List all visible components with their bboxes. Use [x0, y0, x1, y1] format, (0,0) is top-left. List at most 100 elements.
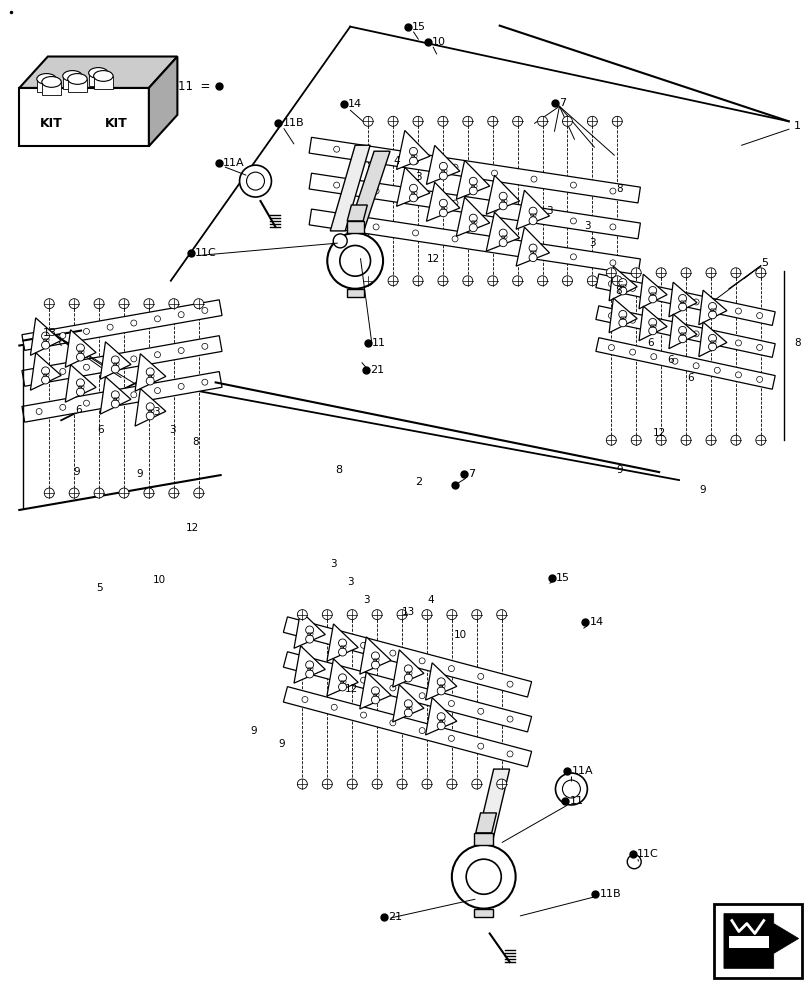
Text: KIT: KIT — [105, 117, 127, 130]
Text: 11A: 11A — [571, 766, 592, 776]
Circle shape — [446, 610, 457, 620]
Circle shape — [693, 363, 698, 369]
Circle shape — [111, 356, 119, 364]
Polygon shape — [283, 687, 531, 767]
Text: 3: 3 — [330, 559, 337, 569]
Circle shape — [648, 287, 656, 295]
Circle shape — [611, 276, 621, 286]
Circle shape — [388, 116, 397, 126]
Polygon shape — [668, 314, 696, 349]
Text: 60: 60 — [440, 169, 448, 174]
Polygon shape — [67, 79, 87, 92]
Circle shape — [178, 312, 184, 318]
Text: 60: 60 — [440, 206, 448, 211]
Circle shape — [609, 188, 615, 194]
Circle shape — [69, 488, 79, 498]
Polygon shape — [135, 354, 165, 391]
Circle shape — [333, 182, 339, 188]
Text: 8: 8 — [192, 437, 200, 447]
Circle shape — [111, 365, 119, 373]
Text: 6: 6 — [667, 355, 673, 365]
Text: 11: 11 — [371, 338, 386, 348]
Text: 1: 1 — [792, 121, 800, 131]
Circle shape — [735, 372, 740, 378]
Circle shape — [41, 367, 49, 375]
Circle shape — [708, 334, 715, 342]
Text: 4: 4 — [393, 156, 399, 166]
Polygon shape — [723, 914, 798, 968]
Circle shape — [131, 320, 136, 326]
Text: 60: 60 — [679, 332, 686, 337]
Circle shape — [466, 859, 500, 894]
Circle shape — [650, 354, 656, 360]
Circle shape — [338, 683, 346, 691]
Circle shape — [331, 669, 337, 675]
Polygon shape — [638, 274, 667, 309]
Circle shape — [305, 661, 313, 669]
Circle shape — [397, 610, 406, 620]
Circle shape — [506, 681, 513, 687]
Circle shape — [437, 116, 448, 126]
Circle shape — [487, 116, 497, 126]
Text: 8: 8 — [615, 286, 621, 296]
Circle shape — [586, 276, 597, 286]
Circle shape — [439, 199, 447, 207]
Polygon shape — [608, 298, 637, 333]
Text: 11  =: 11 = — [178, 80, 210, 93]
Circle shape — [194, 299, 204, 309]
Polygon shape — [62, 76, 82, 89]
Circle shape — [422, 779, 431, 789]
Polygon shape — [425, 663, 457, 700]
Circle shape — [409, 184, 417, 192]
Circle shape — [730, 268, 740, 278]
Circle shape — [131, 392, 136, 398]
Polygon shape — [456, 160, 489, 199]
Circle shape — [496, 610, 506, 620]
Circle shape — [436, 687, 444, 695]
Circle shape — [471, 779, 481, 789]
Circle shape — [506, 716, 513, 722]
Circle shape — [322, 779, 332, 789]
Circle shape — [618, 287, 626, 295]
Circle shape — [41, 376, 49, 384]
Circle shape — [60, 368, 66, 374]
Circle shape — [655, 435, 665, 445]
Polygon shape — [88, 73, 108, 86]
Circle shape — [333, 234, 347, 248]
Circle shape — [347, 610, 357, 620]
Circle shape — [537, 276, 547, 286]
Circle shape — [302, 627, 307, 633]
Circle shape — [512, 116, 522, 126]
Circle shape — [448, 701, 454, 706]
Circle shape — [305, 635, 313, 643]
Circle shape — [422, 610, 431, 620]
Circle shape — [94, 299, 104, 309]
Circle shape — [452, 236, 457, 242]
Circle shape — [60, 404, 66, 410]
Circle shape — [678, 295, 686, 302]
Polygon shape — [486, 212, 519, 251]
Circle shape — [609, 224, 615, 230]
Ellipse shape — [41, 77, 61, 87]
Circle shape — [678, 326, 686, 334]
Circle shape — [705, 435, 715, 445]
Text: 13: 13 — [43, 328, 57, 338]
Circle shape — [606, 435, 616, 445]
Text: 3: 3 — [589, 238, 595, 248]
Circle shape — [360, 712, 366, 718]
Text: 21: 21 — [370, 365, 384, 375]
Polygon shape — [41, 82, 61, 95]
Circle shape — [648, 295, 656, 303]
Text: 8: 8 — [794, 338, 800, 348]
Circle shape — [202, 307, 208, 313]
Circle shape — [333, 146, 339, 152]
Circle shape — [562, 116, 572, 126]
Polygon shape — [30, 318, 61, 355]
Circle shape — [302, 697, 307, 703]
Circle shape — [714, 335, 719, 341]
Text: 60: 60 — [470, 220, 478, 225]
Text: 11A: 11A — [222, 158, 244, 168]
Circle shape — [755, 435, 765, 445]
Text: 21: 21 — [388, 912, 401, 922]
Circle shape — [371, 610, 382, 620]
